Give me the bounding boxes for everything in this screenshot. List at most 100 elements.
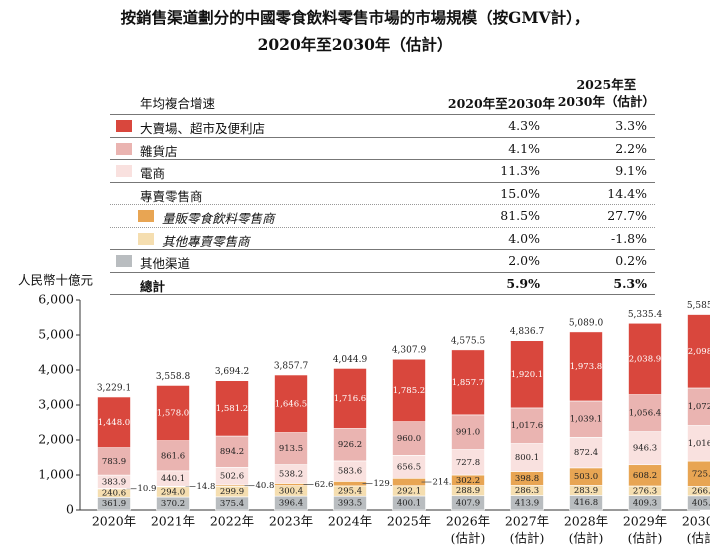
data-label: 294.0 [161, 487, 185, 497]
cagr-2020-2030: 15.0% [500, 185, 540, 201]
data-label: 1,716.6 [334, 394, 366, 404]
data-label: 1,578.0 [157, 409, 189, 419]
bar-segment [215, 435, 249, 468]
chart-title-line2: 2020年至2030年（估計） [257, 35, 453, 54]
x-tick-label: 2030年 [682, 514, 710, 529]
legend-row-total: 總計 5.9% 5.3% [110, 271, 655, 295]
x-tick-label: 2025年 [387, 514, 431, 529]
bar-segment [628, 394, 662, 432]
data-label: 295.4 [338, 487, 362, 497]
bar-segment [215, 380, 249, 437]
bar-segment [392, 358, 426, 423]
cagr-2020-2030: 11.3% [500, 163, 540, 178]
col1-header: 2020年至2030年 [447, 96, 555, 111]
y-tick-label: 1,000 [38, 467, 74, 482]
x-tick-label: 2027年 [505, 514, 549, 529]
cagr-2025-2030: 2.2% [615, 140, 647, 156]
data-label: 502.6 [220, 472, 244, 482]
data-label: 375.4 [220, 499, 244, 509]
y-axis-label: 人民幣十億元 [18, 273, 93, 288]
legend-row-snack-chains: 量販零食飲料零售商 81.5% 27.7% [110, 204, 655, 227]
data-label: 413.9 [515, 498, 539, 508]
data-label: 991.0 [456, 428, 480, 438]
data-label: 14.8 [197, 482, 216, 492]
data-label: 1,448.0 [98, 418, 130, 428]
x-tick-label: 2021年 [151, 514, 195, 529]
data-label: 383.9 [102, 477, 126, 487]
bar-segment [451, 414, 485, 450]
data-label: 10.9 [138, 484, 157, 494]
legend-row-other-specialty: 其他專賣零售商 4.0% -1.8% [110, 226, 655, 250]
data-label: 894.2 [220, 447, 244, 457]
bar-segment [569, 331, 603, 402]
bar-segment [274, 483, 308, 486]
data-label: 960.0 [397, 434, 421, 444]
chart-title-line1: 按銷售渠道劃分的中國零食飲料零售市場的市場規模（按GMV計）， [120, 8, 590, 27]
bar-segment [392, 477, 426, 487]
data-label: 370.2 [161, 499, 185, 509]
data-label: 302.2 [456, 476, 480, 486]
data-label: 1,646.5 [275, 399, 307, 409]
x-tick-label: (估計) [569, 531, 604, 546]
legend-label: 總計 [140, 278, 166, 294]
data-label: 407.9 [456, 498, 480, 508]
cagr-2025-2030: 27.7% [607, 208, 647, 223]
data-label: 727.8 [456, 458, 480, 468]
total-label: 3,558.8 [156, 372, 191, 382]
data-label: 40.8 [256, 481, 275, 491]
x-tick-label: 2022年 [210, 514, 254, 529]
data-label: 400.1 [397, 498, 421, 508]
data-label: 2,098.5 [688, 347, 710, 357]
data-label: 416.8 [574, 498, 598, 508]
bar-segment [510, 443, 544, 472]
data-label: 440.1 [161, 474, 185, 484]
total-label: 3,694.2 [215, 367, 249, 377]
y-tick-label: 5,000 [38, 327, 74, 342]
data-label: 276.3 [633, 486, 657, 496]
legend-label: 其他專賣零售商 [162, 233, 250, 249]
bar-segment [510, 340, 544, 409]
x-tick-label: 2023年 [269, 514, 313, 529]
cagr-2020-2030: 2.0% [508, 253, 540, 268]
data-label: 656.5 [397, 462, 421, 472]
cagr-2025-2030: 9.1% [615, 163, 647, 178]
total-label: 5,089.0 [569, 318, 604, 328]
bar-segment [333, 428, 367, 462]
total-label: 5,585.0 [687, 301, 710, 311]
data-label: 503.0 [574, 472, 598, 482]
bar-segment [97, 447, 131, 476]
col2-header-line1: 2025年至 [576, 77, 637, 92]
cagr-2020-2030: 81.5% [500, 208, 540, 223]
x-tick-label: 2020年 [92, 514, 136, 529]
data-label: 240.6 [102, 489, 126, 499]
x-tick-label: (估計) [687, 531, 710, 546]
cagr-2020-2030: 4.0% [508, 230, 540, 246]
bar-segment [687, 314, 710, 389]
cagr-2020-2030: 5.9% [506, 275, 540, 291]
y-tick-label: 4,000 [38, 362, 74, 377]
x-tick-label: 2026年 [446, 514, 490, 529]
data-label: 300.4 [279, 486, 303, 496]
cagr-2025-2030: 5.3% [613, 275, 647, 291]
x-tick-label: 2028年 [564, 514, 608, 529]
x-tick-label: (估計) [628, 531, 663, 546]
data-label: 283.9 [574, 486, 598, 496]
bar-segment [274, 374, 308, 433]
data-label: 266.9 [692, 487, 710, 497]
data-label: 1,056.4 [629, 409, 661, 419]
total-label: 4,836.7 [510, 327, 545, 337]
legend-label: 大賣場、超市及便利店 [140, 121, 266, 136]
y-tick-label: 3,000 [38, 397, 74, 412]
legend-swatch [116, 142, 132, 155]
data-label: 214.0 [433, 478, 457, 488]
bar-segment [628, 322, 662, 395]
data-label: 872.4 [574, 448, 598, 458]
data-label: 1,581.2 [216, 404, 248, 414]
legend-label: 量販零食飲料零售商 [162, 211, 275, 226]
data-label: 1,973.8 [570, 362, 602, 372]
legend-swatch [138, 210, 154, 222]
legend-swatch [138, 232, 154, 245]
legend-row-specialty: 專賣零售商 15.0% 14.4% [110, 181, 655, 205]
bar-segment [274, 432, 308, 465]
